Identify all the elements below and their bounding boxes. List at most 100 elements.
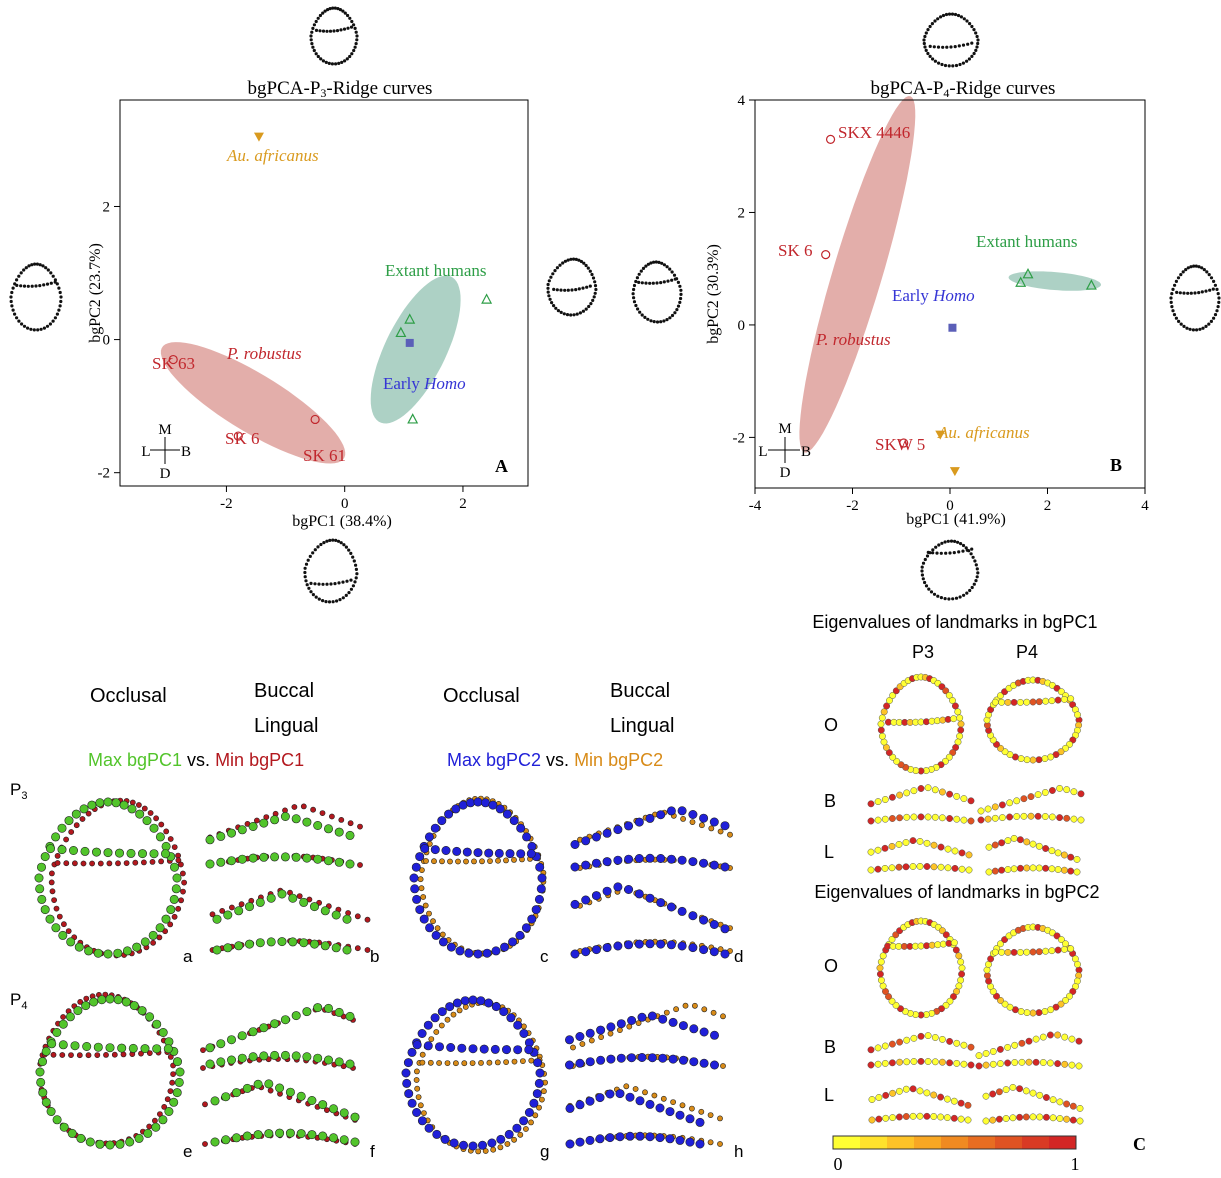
eigenvalue-dot	[880, 738, 888, 746]
eigenvalue-dot	[982, 1117, 990, 1125]
max-ridge-dot	[57, 845, 67, 855]
max-curve-dot	[35, 1067, 45, 1077]
curve-dot	[216, 831, 226, 841]
ridge-dot	[957, 550, 961, 554]
max-curve-dot	[125, 1137, 135, 1147]
outline-dot	[974, 31, 978, 35]
outline-dot	[943, 63, 948, 68]
eigenvalue-dot	[902, 839, 910, 846]
outline-dot	[331, 6, 335, 10]
max-curve-dot	[437, 816, 447, 826]
max-ridge-dot	[161, 849, 171, 859]
eigenvalue-dot	[982, 1050, 990, 1057]
ridge-dot	[1175, 290, 1179, 294]
outline-dot	[547, 279, 551, 283]
colorbar-min-label: 0	[834, 1154, 843, 1174]
eigenvalue-dot	[889, 1114, 897, 1122]
plot-a-points	[168, 132, 493, 441]
eigenvalue-dot	[1004, 866, 1012, 873]
curve-dot	[310, 806, 316, 813]
curve-dot	[275, 1128, 285, 1138]
max-curve-dot	[135, 809, 145, 819]
curve-dot	[334, 1057, 344, 1067]
eigenvalue-dot	[1016, 836, 1024, 844]
curve-dot	[299, 897, 309, 907]
max-curve-dot	[95, 1139, 105, 1149]
outline-dot	[954, 63, 959, 68]
outline-dot	[319, 542, 323, 547]
eigenvalue-dot	[1063, 1115, 1071, 1123]
outline-dot	[950, 12, 955, 16]
eigenvalue-dot	[923, 1112, 931, 1120]
panel-c-col-p3: P3	[912, 642, 934, 662]
outline-dot	[562, 312, 566, 316]
curve-dot	[227, 856, 237, 866]
outline-dot	[958, 595, 962, 599]
min-ridge-dot	[479, 858, 485, 865]
eigenvalue-dot	[1067, 853, 1075, 861]
curve-dot	[602, 886, 612, 896]
outline-dot	[961, 61, 966, 65]
outline-dot	[27, 264, 31, 268]
outline-dot	[334, 538, 338, 543]
outline-dot	[554, 306, 558, 310]
outline-dot	[670, 270, 674, 274]
curve-dot	[624, 884, 634, 894]
outline-dot	[1189, 265, 1193, 269]
min-curve-dot	[434, 925, 441, 932]
outline-dot	[350, 52, 354, 56]
min-ridge-dot	[111, 1051, 118, 1058]
eigenvalue-dot	[1001, 1000, 1009, 1008]
max-curve-dot	[145, 1012, 155, 1022]
curve-dot	[354, 913, 361, 920]
eigenvalue-dot	[1025, 1037, 1033, 1045]
curve-dot	[237, 1053, 247, 1063]
eigenvalue-dot	[1029, 756, 1037, 764]
eigenvalue-dot	[967, 1043, 975, 1051]
outline-dot	[1198, 327, 1202, 331]
eigenvalue-dot	[1034, 791, 1042, 799]
outline-dot	[920, 573, 925, 577]
outline-dot	[572, 257, 576, 261]
curve-dot	[302, 1052, 312, 1062]
max-curve-dot	[407, 1098, 417, 1108]
max-curve-dot	[516, 823, 526, 833]
curve-dot	[709, 1030, 719, 1040]
outline-dot	[632, 300, 637, 304]
outline-dot	[931, 548, 935, 552]
eigenvalue-dot	[982, 1061, 990, 1069]
curve-dot	[701, 1006, 708, 1013]
outline-dot	[321, 59, 325, 63]
eigenvalue-dot	[1020, 812, 1028, 820]
data-point-au-africanus	[253, 132, 264, 142]
max-curve-dot	[423, 1020, 433, 1030]
outline-dot	[1213, 313, 1218, 317]
curve-dot	[709, 1060, 719, 1070]
max-curve-dot	[143, 1128, 153, 1138]
max-curve-dot	[527, 914, 537, 924]
outline-dot	[953, 539, 957, 544]
curve-dot	[350, 1137, 360, 1147]
min-curve-dot	[450, 1011, 457, 1018]
max-curve-dot	[113, 948, 123, 958]
outline-dot	[956, 540, 960, 544]
eigenvalue-dot	[1075, 1062, 1083, 1070]
ridge-dot	[939, 551, 943, 555]
max-ridge-dot	[457, 1043, 467, 1053]
max-curve-dot	[45, 914, 55, 924]
eigenvalue-dot	[903, 1036, 911, 1044]
outline-dot	[956, 13, 961, 18]
max-curve-dot	[455, 946, 465, 956]
outline-dot	[672, 273, 677, 277]
compass-d-b: D	[780, 465, 791, 481]
outline-dot	[342, 543, 346, 547]
eigenvalue-dot	[881, 815, 889, 823]
eigenvalue-dot	[1023, 1009, 1031, 1017]
outline-dot	[593, 291, 597, 295]
outline-dot	[343, 11, 347, 15]
eigenvalue-dot	[1018, 1058, 1026, 1066]
compass-m: M	[158, 422, 171, 438]
eigenvalue-dot	[924, 784, 932, 792]
outline-dot	[1212, 279, 1216, 283]
max-ridge-dot	[505, 849, 515, 859]
